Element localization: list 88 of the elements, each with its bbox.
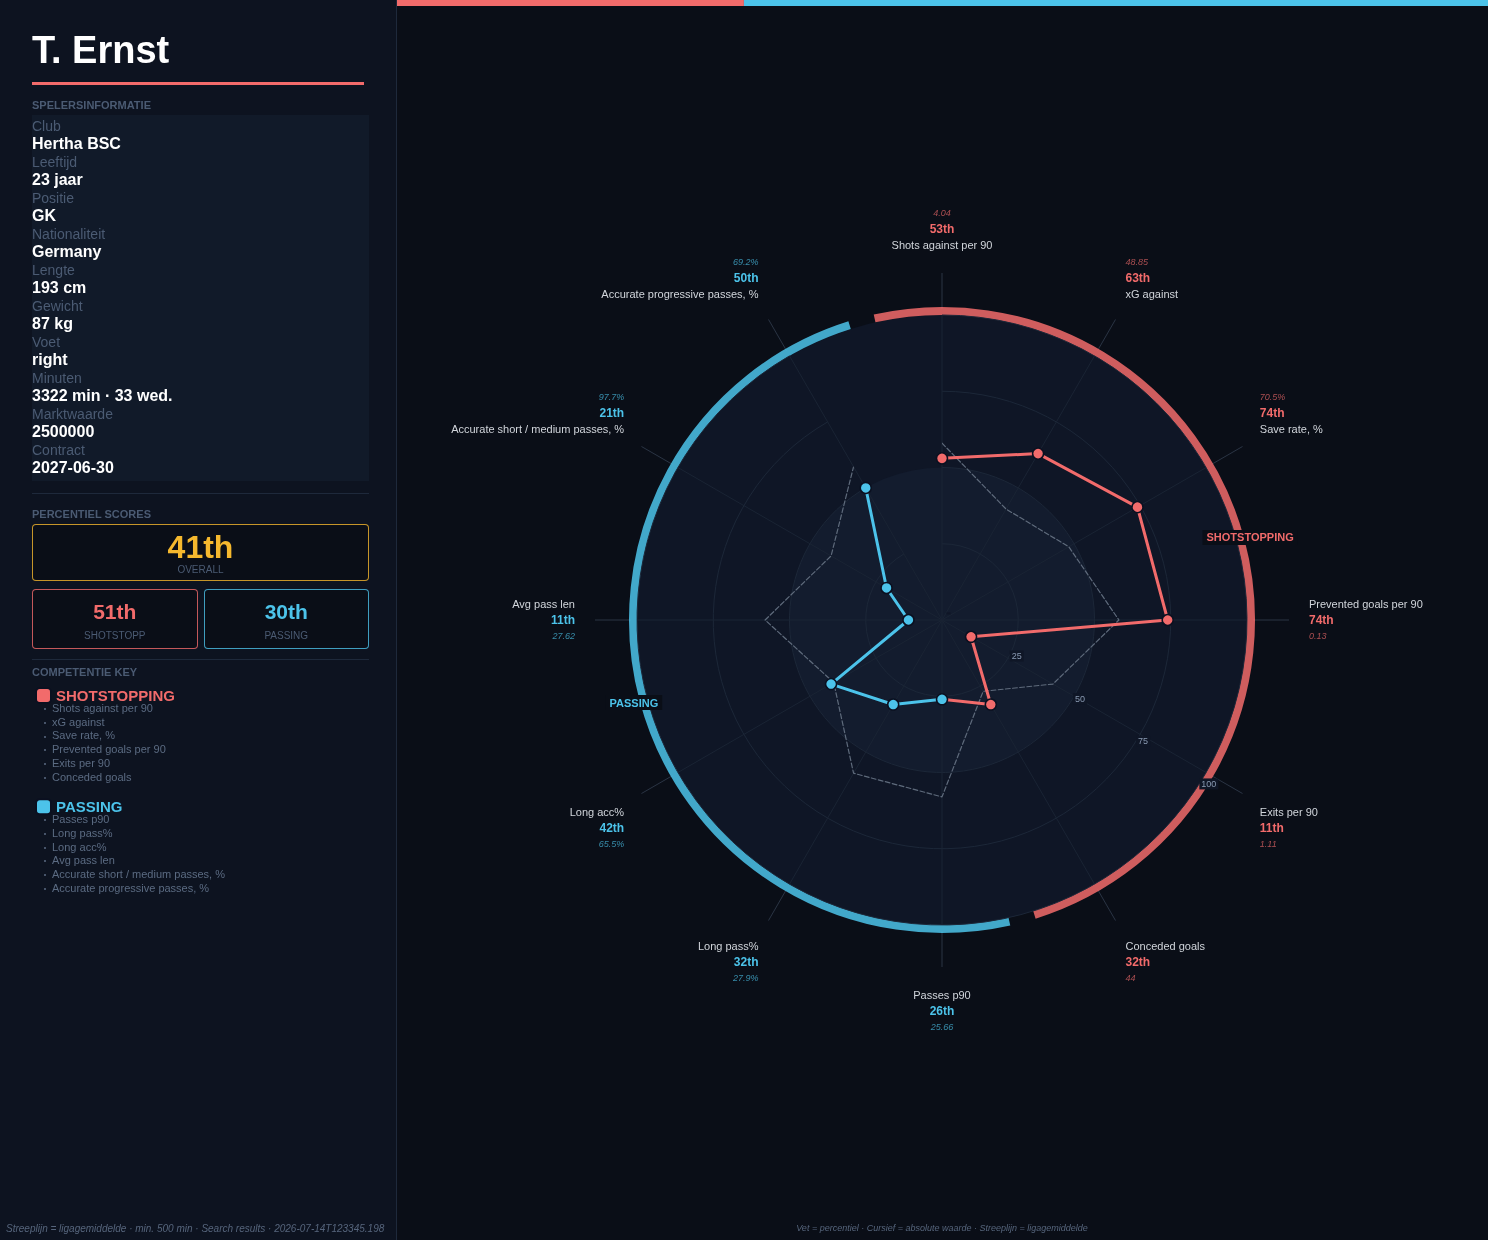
- spoke-label: Exits per 90: [1259, 805, 1318, 818]
- text: Germany: [32, 243, 103, 261]
- category-label: Passes p90: [52, 813, 110, 826]
- text: PASSING: [609, 696, 659, 709]
- spoke-label: Save rate, %: [1259, 422, 1324, 435]
- legend-title: COMPETENTIE KEY: [32, 666, 138, 678]
- legend-label: PASSING: [56, 798, 123, 816]
- text: 74th: [1309, 613, 1334, 627]
- text: Vet = percentiel · Cursief = absolute waarde · Streeplijn = ligagemiddelde: [796, 1223, 1088, 1233]
- category-label: Long acc%: [52, 840, 107, 853]
- text: SHOTSTOPP: [83, 630, 147, 641]
- text: 32th: [733, 954, 759, 969]
- text: 65.5%: [598, 838, 625, 849]
- text: 69.2%: [732, 257, 759, 268]
- spoke-label: Accurate short / medium passes, %: [451, 422, 625, 435]
- text: 53th: [929, 222, 955, 236]
- text: 25.66: [930, 1022, 954, 1032]
- text: OVERALL: [176, 564, 225, 575]
- text: PERCENTIEL SCORES: [32, 508, 152, 520]
- category-label: Long pass%: [52, 826, 113, 839]
- text: SPELERSINFORMATIE: [32, 99, 152, 111]
- text: 2500000: [32, 423, 96, 441]
- spoke-label: Conceded goals: [1125, 939, 1206, 952]
- text: 70.5%: [1259, 391, 1286, 402]
- spoke-label: Accurate progressive passes, %: [601, 288, 759, 301]
- text: 11th: [550, 613, 575, 627]
- text: Leeftijd: [32, 153, 79, 171]
- text: Positie: [32, 189, 76, 207]
- text: Minuten: [32, 369, 83, 387]
- spoke-label: Passes p90: [913, 989, 971, 1001]
- spoke-label: Prevented goals per 90: [1309, 598, 1423, 610]
- text: Lengte: [32, 261, 76, 279]
- text: Club: [32, 117, 62, 135]
- text: 23 jaar: [32, 171, 84, 189]
- text: 4.04: [933, 208, 951, 218]
- category-label: Conceded goals: [52, 770, 132, 783]
- spoke-label: xG against: [1125, 288, 1179, 301]
- text: T. Ernst: [32, 28, 364, 85]
- category-label: Prevented goals per 90: [52, 743, 166, 756]
- spoke-label: Long acc%: [569, 805, 625, 818]
- text: right: [32, 351, 69, 369]
- text: 63th: [1125, 271, 1151, 286]
- text: Gewicht: [32, 297, 84, 315]
- text: 32th: [1125, 954, 1151, 969]
- category-label: Avg pass len: [52, 854, 115, 867]
- category-label: Accurate progressive passes, %: [52, 881, 210, 894]
- text: 30th: [263, 599, 309, 625]
- category-label: Accurate short / medium passes, %: [52, 868, 226, 881]
- text: 87 kg: [32, 315, 74, 333]
- text: Contract: [32, 441, 86, 459]
- y-tick-label: 25: [1011, 651, 1022, 662]
- text: 1.11: [1259, 838, 1277, 849]
- text: SHOTSTOPPING: [1206, 531, 1294, 544]
- text: 97.7%: [598, 391, 625, 402]
- text: Marktwaarde: [32, 405, 114, 423]
- spoke-label: Long pass%: [697, 939, 759, 952]
- category-label: xG against: [52, 715, 105, 728]
- text: GK: [32, 207, 57, 225]
- text: 48.85: [1125, 257, 1149, 268]
- spoke-label: Avg pass len: [512, 598, 575, 610]
- y-tick-label: 50: [1074, 693, 1085, 704]
- text: 26th: [929, 1004, 955, 1018]
- text: 11th: [1259, 820, 1284, 835]
- y-tick-label: 75: [1138, 736, 1149, 747]
- text: 74th: [1259, 405, 1285, 420]
- text: 50th: [733, 271, 759, 286]
- text: 3322 min · 33 wed.: [32, 387, 174, 405]
- text: Nationaliteit: [32, 225, 107, 243]
- text: 0.13: [1309, 631, 1327, 641]
- text: Streeplijn = ligagemiddelde · min. 500 min · Search results · 2026-07-14T123345.198: [6, 1222, 385, 1234]
- category-label: Save rate, %: [52, 729, 115, 742]
- category-label: Shots against per 90: [52, 702, 153, 714]
- y-tick-label: 100: [1201, 778, 1217, 789]
- text: PASSING: [263, 630, 310, 641]
- text: 41th: [166, 528, 235, 565]
- text: Voet: [32, 333, 62, 351]
- legend-label: SHOTSTOPPING: [56, 687, 175, 704]
- text: 44: [1125, 972, 1136, 983]
- text: 27.62: [552, 631, 575, 641]
- text: Hertha BSC: [32, 135, 122, 153]
- category-label: Exits per 90: [52, 756, 111, 769]
- text: 21th: [599, 405, 625, 420]
- text: 51th: [92, 599, 138, 625]
- text: 2027-06-30: [32, 459, 115, 477]
- text: 27.9%: [732, 972, 759, 983]
- text: 193 cm: [32, 279, 88, 297]
- spoke-label: Shots against per 90: [891, 239, 993, 251]
- text: 42th: [599, 820, 625, 835]
